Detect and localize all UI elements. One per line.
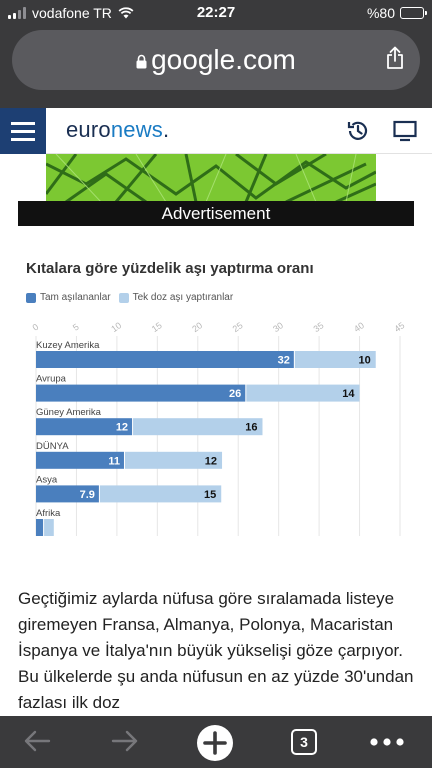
bar-segment bbox=[36, 451, 124, 469]
bar-value-label: 26 bbox=[229, 388, 241, 400]
bar-segment bbox=[44, 519, 54, 536]
ad-graphic bbox=[46, 154, 376, 202]
more-icon[interactable] bbox=[370, 738, 404, 748]
x-tick-label: 30 bbox=[271, 320, 285, 334]
category-label: Avrupa bbox=[36, 374, 67, 385]
tv-icon[interactable] bbox=[393, 119, 417, 143]
legend-item-full: Tam aşılananlar bbox=[26, 292, 111, 303]
battery-info: %80 bbox=[366, 5, 427, 21]
browser-address-area: google.com bbox=[0, 26, 432, 108]
bar-segment bbox=[99, 485, 222, 503]
x-tick-label: 0 bbox=[31, 322, 41, 333]
signal-icon bbox=[8, 7, 26, 19]
wifi-icon bbox=[118, 7, 134, 19]
legend-item-single: Tek doz aşı yaptıranlar bbox=[118, 292, 234, 303]
euronews-logo[interactable]: euronews. bbox=[66, 117, 170, 142]
chart-legend: Tam aşılananlar Tek doz aşı yaptıranlar bbox=[26, 292, 241, 303]
category-label: DÜNYA bbox=[36, 441, 69, 452]
bar-value-label: 11 bbox=[108, 455, 120, 467]
vaccination-bar-chart: 0 5 10 15 20 25 30 35 40 45 Kuzey Amerika 32 10 Avrup… bbox=[31, 320, 406, 536]
x-tick-label: 35 bbox=[312, 320, 326, 334]
back-icon[interactable] bbox=[22, 726, 52, 756]
x-tick-label: 40 bbox=[352, 320, 366, 334]
category-label: Afrika bbox=[36, 508, 61, 519]
ad-image[interactable] bbox=[46, 154, 376, 202]
clock-time: 22:27 bbox=[196, 4, 236, 21]
forward-icon[interactable] bbox=[110, 726, 140, 756]
battery-icon bbox=[400, 7, 427, 19]
carrier-name: vodafone TR bbox=[32, 5, 112, 21]
tab-count-button[interactable]: 3 bbox=[291, 729, 317, 755]
legend-label-single: Tek doz aşı yaptıranlar bbox=[132, 292, 234, 303]
bar-segment bbox=[294, 351, 376, 368]
bar-value-label: 10 bbox=[358, 355, 370, 367]
category-label: Güney Amerika bbox=[36, 407, 102, 418]
battery-percent: %80 bbox=[366, 5, 395, 21]
category-label: Kuzey Amerika bbox=[36, 340, 100, 351]
plus-icon[interactable] bbox=[196, 724, 234, 762]
carrier-info: vodafone TR bbox=[8, 5, 134, 21]
chart-title: Kıtalara göre yüzdelik aşı yaptırma oran… bbox=[26, 260, 314, 277]
bar-segment bbox=[36, 418, 133, 436]
x-tick-label: 5 bbox=[71, 322, 81, 333]
bar-segment bbox=[124, 451, 223, 469]
article-paragraph: Geçtiğimiz aylarda nüfusa göre sıralamad… bbox=[18, 589, 414, 712]
bar-value-label: 7.9 bbox=[80, 489, 95, 501]
bar-segment bbox=[36, 384, 246, 402]
hamburger-menu-icon[interactable] bbox=[0, 108, 46, 154]
bar-value-label: 12 bbox=[205, 455, 217, 467]
x-tick-label: 25 bbox=[231, 320, 245, 334]
bar-segment bbox=[36, 519, 44, 536]
bar-value-label: 15 bbox=[204, 489, 216, 501]
address-bar[interactable]: google.com bbox=[12, 30, 420, 90]
bar-segment bbox=[133, 418, 263, 436]
legend-swatch-full bbox=[26, 292, 36, 303]
x-tick-label: 45 bbox=[392, 320, 406, 334]
bar-segment bbox=[36, 351, 294, 368]
bar-value-label: 12 bbox=[116, 422, 128, 434]
category-label: Asya bbox=[36, 474, 58, 485]
site-header: euronews. bbox=[0, 108, 432, 154]
advertisement-label: Advertisement bbox=[18, 201, 414, 226]
bar-segment bbox=[36, 485, 99, 503]
status-bar: vodafone TR 22:27 %80 bbox=[0, 0, 432, 26]
x-tick-label: 15 bbox=[150, 320, 164, 334]
bar-segment bbox=[246, 384, 360, 402]
bar-value-label: 16 bbox=[245, 422, 257, 434]
url-text: google.com bbox=[151, 44, 296, 75]
bar-value-label: 32 bbox=[278, 355, 290, 367]
legend-label-full: Tam aşılananlar bbox=[40, 292, 111, 303]
browser-toolbar: 3 bbox=[0, 716, 432, 768]
clock-icon[interactable] bbox=[346, 119, 370, 143]
legend-swatch-single bbox=[118, 292, 129, 303]
bar-value-label: 14 bbox=[342, 388, 355, 400]
x-tick-label: 10 bbox=[109, 320, 123, 334]
lock-icon bbox=[136, 54, 147, 69]
share-icon[interactable] bbox=[386, 46, 404, 70]
x-tick-label: 20 bbox=[190, 320, 204, 334]
